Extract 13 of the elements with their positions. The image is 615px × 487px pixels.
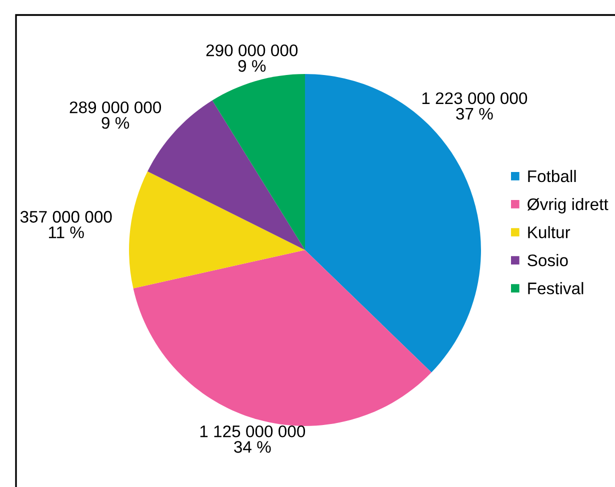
data-label: 1 223 000 000 37 %: [422, 92, 528, 120]
data-label: 289 000 000 9 %: [70, 101, 162, 129]
data-label: 1 125 000 000 34 %: [200, 425, 306, 453]
legend-label: Fotball: [528, 170, 576, 182]
legend-label: Sosio: [528, 254, 568, 266]
legend-label: Kultur: [528, 226, 570, 238]
pie-slice: [133, 250, 432, 426]
data-label: 357 000 000 11 %: [20, 210, 112, 238]
pie-slice: [212, 74, 305, 250]
legend-label: Festival: [528, 282, 584, 294]
data-label: 290 000 000 9 %: [206, 44, 298, 72]
legend-label: Øvrig idrett: [527, 198, 608, 214]
pie-slice: [129, 171, 305, 288]
